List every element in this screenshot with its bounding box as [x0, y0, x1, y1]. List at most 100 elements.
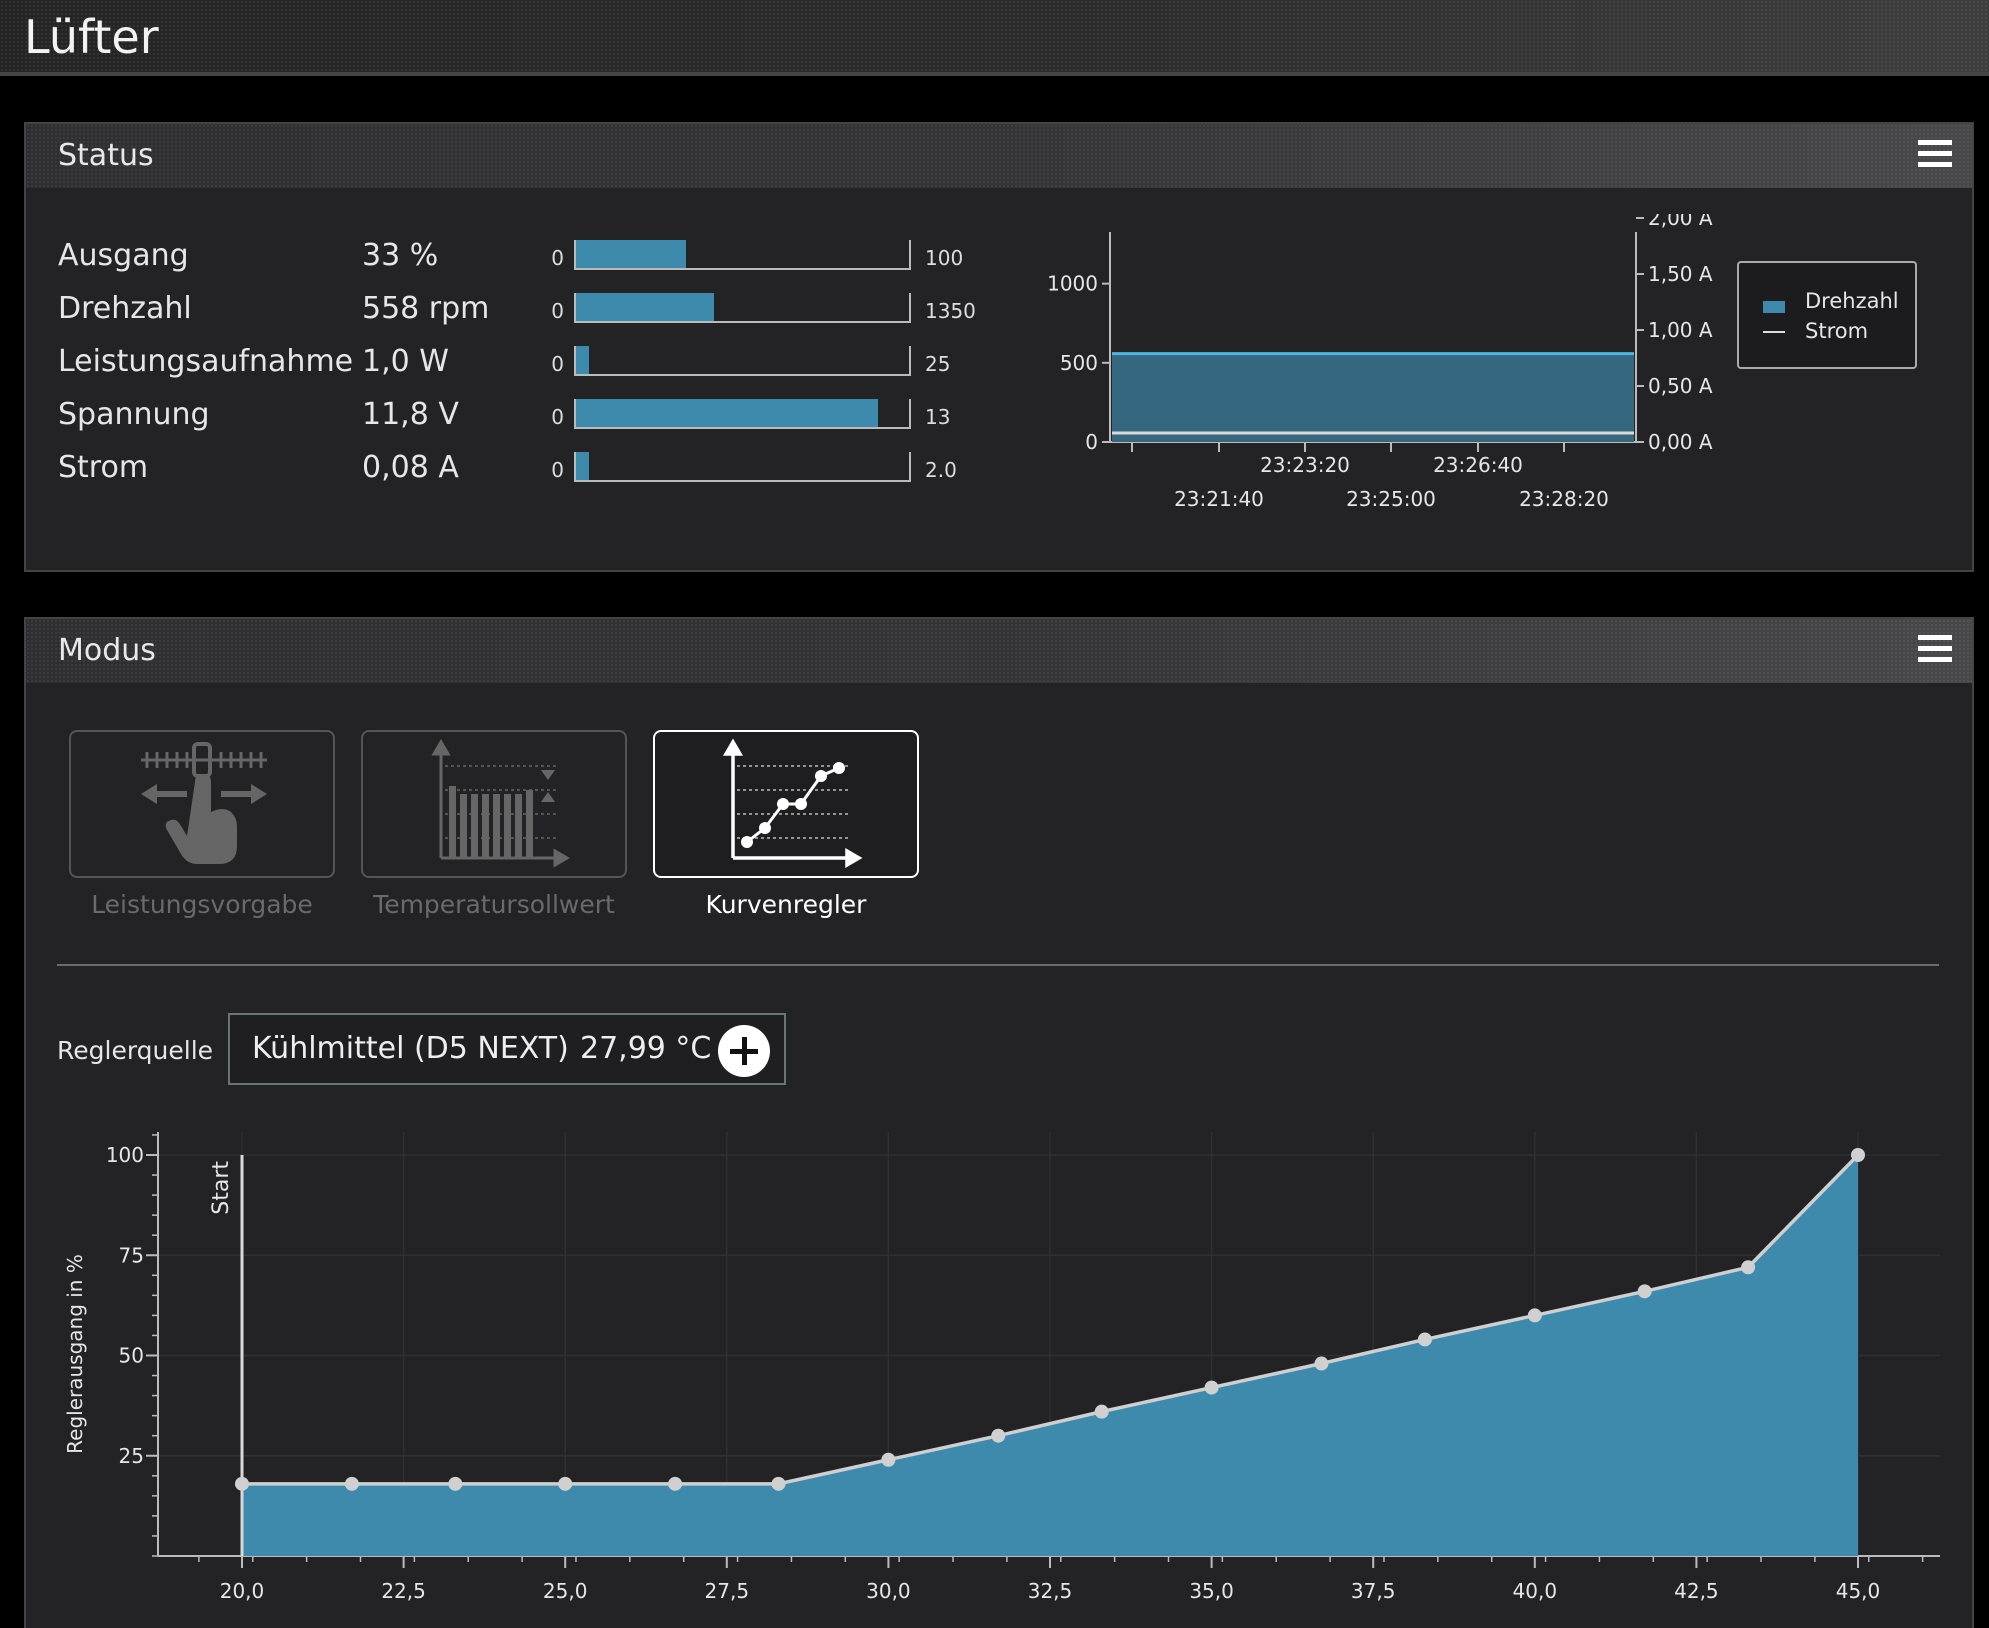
legend-label-drehzahl: Drehzahl [1805, 289, 1899, 313]
status-panel-header: Status [26, 124, 1972, 188]
status-menu-icon[interactable] [1918, 138, 1952, 170]
status-value: 558 rpm [362, 291, 490, 326]
curve-point [668, 1476, 683, 1491]
progress-fill [576, 240, 686, 268]
legend-swatch-strom [1763, 331, 1785, 333]
x-tick-label: 25,0 [543, 1579, 588, 1603]
curve-chart[interactable]: 20,0 22,5 25,0 27,5 30,0 32,5 35,0 37,5 40,0 42,5… [40, 1120, 1960, 1628]
regler-source-label: Reglerquelle [57, 1036, 214, 1065]
curve-area [242, 1155, 1858, 1556]
x-tick-label: 20,0 [220, 1579, 265, 1603]
x-tick-label: 23:28:20 [1519, 487, 1609, 511]
bar-min: 0 [551, 405, 564, 429]
x-tick-label: 23:21:40 [1174, 487, 1264, 511]
status-row-drehzahl: Drehzahl 558 rpm 0 1350 [58, 291, 1058, 331]
hand-slider-icon [141, 742, 267, 864]
bar-max: 1350 [925, 299, 976, 323]
curve-point [1094, 1404, 1109, 1419]
x-tick-label: 40,0 [1513, 1579, 1558, 1603]
bar-max: 2.0 [925, 458, 957, 482]
x-tick-label: 35,0 [1189, 1579, 1234, 1603]
curve-point [991, 1428, 1006, 1443]
app-title-bar: Lüfter [0, 0, 1989, 76]
y-left-tick-label: 0 [1085, 430, 1098, 454]
progress-bar [574, 293, 911, 323]
status-label: Strom [58, 450, 149, 485]
progress-bar [574, 346, 911, 376]
start-marker-label: Start [209, 1161, 234, 1215]
y-tick-label: 75 [119, 1243, 144, 1267]
bar-min: 0 [551, 458, 564, 482]
bar-min: 0 [551, 352, 564, 376]
curve-chart-icon [722, 738, 863, 869]
history-legend: Drehzahl Strom [1737, 261, 1917, 369]
x-tick-label: 27,5 [705, 1579, 750, 1603]
modus-menu-icon[interactable] [1918, 633, 1952, 665]
curve-point [1637, 1284, 1652, 1299]
y-tick-label: 100 [106, 1143, 144, 1167]
mode-tile-temperatursollwert[interactable] [361, 730, 627, 878]
bar-chart-setpoint-icon [431, 739, 570, 868]
status-row-ausgang: Ausgang 33 % 0 100 [58, 238, 1058, 278]
x-tick-label: 23:23:20 [1260, 453, 1350, 477]
y-right-tick-label: 0,00 A [1648, 430, 1713, 454]
history-chart: 0 500 1000 0,00 A 0,50 A 1,00 A 1,50 A 2,00 A 23… [1047, 214, 1713, 511]
y-left-tick-label: 500 [1060, 351, 1098, 375]
status-label: Leistungsaufnahme [58, 344, 354, 379]
y-right-tick-label: 0,50 A [1648, 374, 1713, 398]
progress-fill [576, 346, 590, 374]
status-panel: Status Ausgang 33 % 0 100 Drehzahl 558 r… [24, 122, 1974, 572]
legend-label-strom: Strom [1805, 319, 1869, 343]
modus-panel-header: Modus [26, 619, 1972, 683]
x-tick-label: 32,5 [1028, 1579, 1073, 1603]
y-tick-label: 25 [119, 1444, 144, 1468]
curve-point [558, 1476, 573, 1491]
progress-bar [574, 399, 911, 429]
x-tick-label: 22,5 [381, 1579, 426, 1603]
curve-point [771, 1476, 786, 1491]
y-tick-label: 50 [119, 1344, 144, 1368]
progress-fill [576, 399, 879, 427]
y-right-tick-label: 1,00 A [1648, 318, 1713, 342]
regler-source-temperature: 27,99 °C [580, 1031, 712, 1066]
curve-point [1204, 1380, 1219, 1395]
app-title: Lüfter [24, 10, 159, 64]
x-tick-label: 23:26:40 [1433, 453, 1523, 477]
modus-panel-title: Modus [58, 633, 156, 668]
x-tick-label: 45,0 [1836, 1579, 1881, 1603]
y-axis-label: Reglerausgang in % [63, 1254, 87, 1454]
mode-label-kurvenregler: Kurvenregler [705, 890, 867, 919]
y-right-tick-label: 1,50 A [1648, 262, 1713, 286]
status-value: 33 % [362, 238, 439, 273]
curve-line [242, 1153, 1860, 1486]
mode-tile-leistungsvorgabe[interactable] [69, 730, 335, 878]
bar-max: 13 [925, 405, 951, 429]
curve-point [235, 1476, 249, 1491]
mode-label-temperatursollwert: Temperatursollwert [373, 890, 615, 919]
y-left-tick-label: 1000 [1047, 272, 1098, 296]
bar-min: 0 [551, 246, 564, 270]
section-divider [57, 964, 1939, 966]
status-label: Spannung [58, 397, 210, 432]
bar-max: 100 [925, 246, 964, 270]
regler-source-box[interactable]: Kühlmittel (D5 NEXT) 27,99 °C [228, 1013, 786, 1085]
mode-label-leistungsvorgabe: Leistungsvorgabe [91, 890, 313, 919]
curve-point [1314, 1356, 1329, 1371]
status-value: 11,8 V [362, 397, 459, 432]
curve-point [1741, 1260, 1756, 1275]
plus-circle-icon[interactable] [718, 1025, 770, 1077]
status-panel-title: Status [58, 138, 154, 173]
status-value: 1,0 W [362, 344, 449, 379]
progress-bar [574, 240, 911, 270]
curve-point [1851, 1148, 1865, 1162]
legend-swatch-drehzahl [1763, 301, 1785, 313]
curve-point [1417, 1332, 1432, 1347]
y-right-tick-label: 2,00 A [1648, 214, 1713, 230]
status-label: Drehzahl [58, 291, 192, 326]
status-value: 0,08 A [362, 450, 459, 485]
regler-source-name: Kühlmittel (D5 NEXT) [252, 1031, 569, 1066]
curve-point [881, 1452, 896, 1467]
mode-tile-kurvenregler[interactable] [653, 730, 919, 878]
x-tick-label: 30,0 [866, 1579, 911, 1603]
x-tick-label: 42,5 [1674, 1579, 1719, 1603]
